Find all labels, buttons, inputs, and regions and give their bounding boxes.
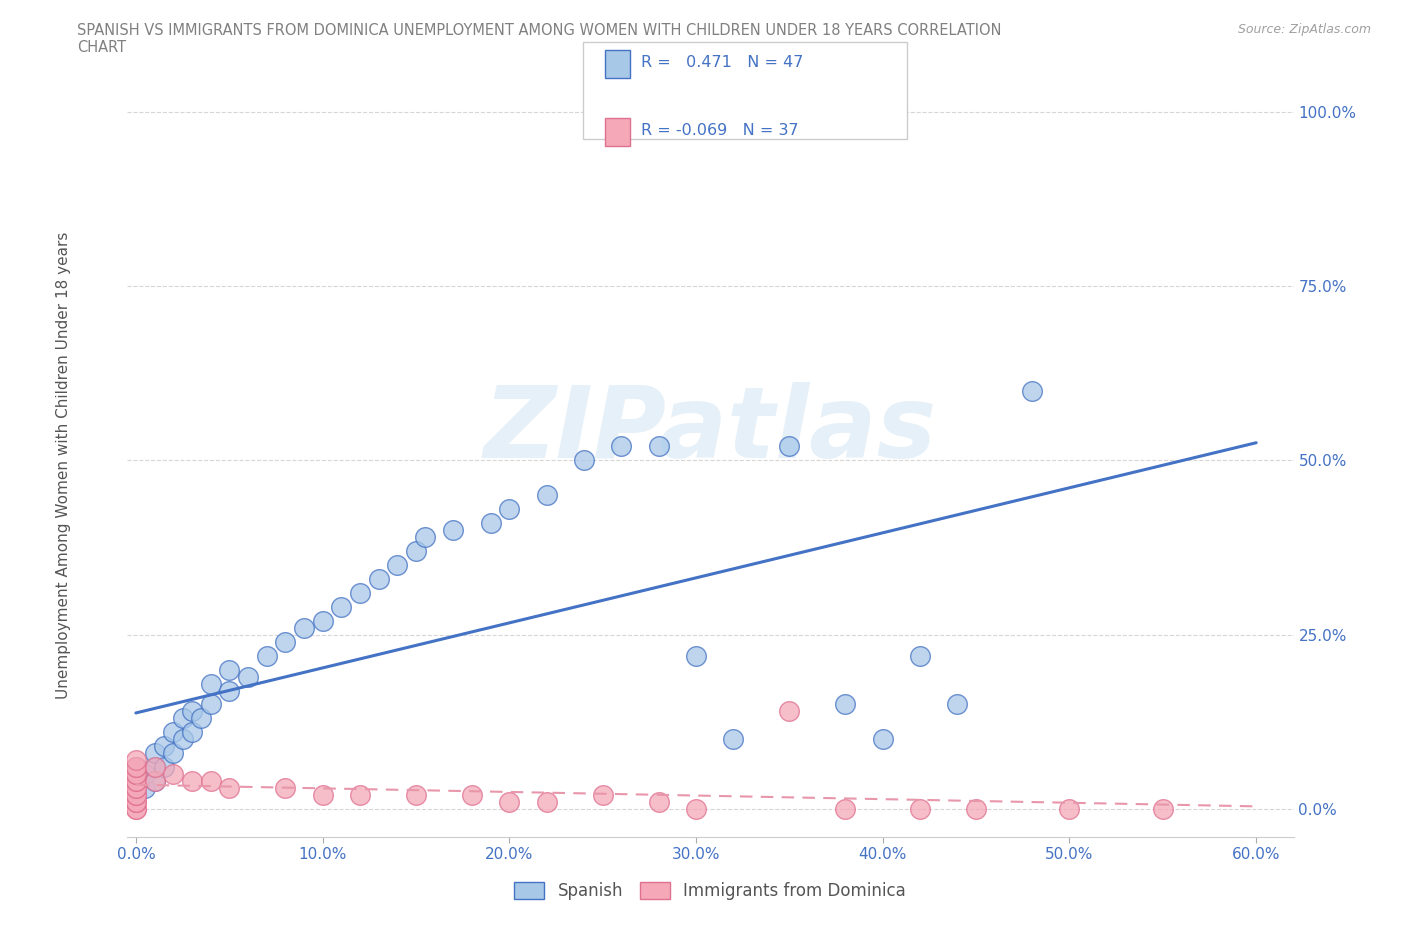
Point [413,530,436,545]
Point [190,711,212,726]
Point [143,760,166,775]
Point [536,794,558,809]
Point [125,774,148,789]
Point [908,648,931,663]
Point [536,488,558,503]
Point [125,760,148,775]
Point [218,684,240,698]
Point [125,788,148,803]
Point [405,788,427,803]
Point [172,711,194,726]
Point [685,648,707,663]
Point [274,781,297,796]
Point [236,670,259,684]
Point [143,774,166,789]
Point [872,732,894,747]
Point [125,760,148,775]
Text: ZIPatlas: ZIPatlas [484,382,936,479]
Text: Source: ZipAtlas.com: Source: ZipAtlas.com [1237,23,1371,36]
Point [330,600,353,615]
Point [125,788,148,803]
Point [441,523,464,538]
Point [125,774,148,789]
Point [292,620,315,635]
Point [125,781,148,796]
Point [125,788,148,803]
Point [1021,383,1043,398]
Point [405,544,427,559]
Point [125,781,148,796]
Point [180,725,202,740]
Point [498,794,520,809]
Point [274,634,297,649]
Point [723,732,745,747]
Point [610,439,633,454]
Point [180,774,202,789]
Point [200,774,222,789]
Point [647,439,669,454]
Point [946,698,969,712]
Point [162,725,184,740]
Point [256,648,278,663]
Point [200,676,222,691]
Point [143,746,166,761]
Point [311,788,333,803]
Point [125,802,148,817]
Point [143,774,166,789]
Point [311,614,333,629]
Point [647,794,669,809]
Text: CHART: CHART [77,40,127,55]
Point [125,774,148,789]
Point [367,571,389,587]
Point [125,802,148,817]
Text: R =   0.471   N = 47: R = 0.471 N = 47 [641,55,803,70]
Point [349,788,371,803]
Text: R = -0.069   N = 37: R = -0.069 N = 37 [641,123,799,138]
Point [162,766,184,781]
Point [778,439,800,454]
Text: Unemployment Among Women with Children Under 18 years: Unemployment Among Women with Children U… [56,232,70,698]
Legend: Spanish, Immigrants from Dominica: Spanish, Immigrants from Dominica [508,875,912,907]
Point [349,586,371,601]
Point [685,802,707,817]
Point [834,802,856,817]
Point [200,698,222,712]
Point [387,558,409,573]
Point [125,753,148,768]
Point [153,760,176,775]
Text: SPANISH VS IMMIGRANTS FROM DOMINICA UNEMPLOYMENT AMONG WOMEN WITH CHILDREN UNDER: SPANISH VS IMMIGRANTS FROM DOMINICA UNEM… [77,23,1002,38]
Point [153,738,176,753]
Point [162,746,184,761]
Point [134,781,156,796]
Point [1059,802,1081,817]
Point [218,781,240,796]
Point [125,766,148,781]
Point [125,766,148,781]
Point [498,502,520,517]
Point [143,760,166,775]
Point [965,802,987,817]
Point [180,704,202,719]
Point [1152,802,1174,817]
Point [125,794,148,809]
Point [778,704,800,719]
Point [461,788,484,803]
Point [834,698,856,712]
Point [172,732,194,747]
Point [572,453,595,468]
Point [134,766,156,781]
Point [908,802,931,817]
Point [125,760,148,775]
Point [479,516,502,531]
Point [125,794,148,809]
Point [218,662,240,677]
Point [592,788,614,803]
